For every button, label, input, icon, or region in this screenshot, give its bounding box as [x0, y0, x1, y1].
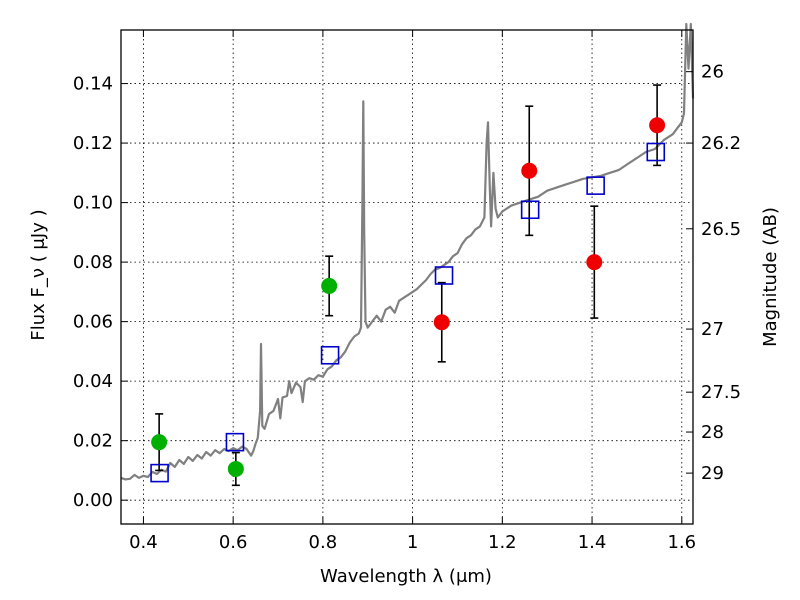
plot-frame — [120, 29, 694, 525]
data-points — [150, 117, 666, 483]
right-tick-label: 27 — [701, 319, 724, 340]
error-bars — [155, 84, 662, 487]
model-square-point — [150, 463, 169, 483]
model-square-point — [586, 176, 605, 195]
right-axis-label: Magnitude (AB) — [760, 207, 781, 347]
x-axis-ticks: 0.4 0.6 0.8 1 1.2 1.4 1.6 — [129, 30, 696, 553]
y-tick-label: 0.02 — [73, 431, 113, 452]
y-axis-ticks: 0.00 0.02 0.04 0.06 0.08 0.10 0.12 0.14 — [73, 74, 128, 511]
model-square-point — [225, 432, 245, 452]
y-tick-label: 0.04 — [73, 371, 113, 392]
right-tick-label: 26.5 — [701, 219, 741, 240]
y-axis-label: Flux F_ν ( μJy ) — [28, 209, 49, 340]
right-tick-label: 27.5 — [701, 382, 741, 403]
spectrum-series — [120, 22, 695, 481]
green-data-point — [151, 434, 168, 451]
model-square-point — [520, 200, 540, 220]
red-data-point — [649, 117, 666, 134]
spectrum-line — [120, 22, 695, 481]
red-data-point — [433, 314, 450, 331]
y-tick-label: 0.12 — [73, 133, 113, 154]
plot-border — [120, 29, 694, 525]
y-tick-label: 0.00 — [73, 490, 113, 511]
x-axis-label: Wavelength λ (μm) — [320, 566, 492, 587]
red-data-point — [521, 162, 538, 179]
x-tick-label: 1.6 — [667, 532, 696, 553]
x-tick-label: 0.6 — [219, 532, 248, 553]
red-data-point — [586, 254, 603, 271]
x-tick-label: 1 — [407, 532, 418, 553]
right-tick-label: 26.2 — [701, 133, 741, 154]
right-tick-label: 29 — [701, 463, 724, 484]
green-data-point — [227, 460, 244, 477]
x-tick-label: 0.4 — [129, 532, 158, 553]
y-tick-label: 0.10 — [73, 193, 113, 214]
right-tick-label: 28 — [701, 422, 724, 443]
gridlines — [121, 30, 693, 524]
x-tick-label: 1.4 — [578, 532, 607, 553]
green-data-point — [321, 277, 338, 294]
right-axis-ticks: 26 26.2 26.5 27 27.5 28 29 — [686, 62, 741, 484]
model-square-point — [434, 266, 454, 285]
model-square-point — [646, 142, 666, 162]
model-square-point — [320, 345, 340, 365]
y-tick-label: 0.14 — [73, 74, 113, 95]
x-tick-label: 1.2 — [488, 532, 517, 553]
y-tick-label: 0.06 — [73, 312, 113, 333]
y-tick-label: 0.08 — [73, 252, 113, 273]
x-tick-label: 0.8 — [309, 532, 338, 553]
right-tick-label: 26 — [701, 62, 724, 83]
